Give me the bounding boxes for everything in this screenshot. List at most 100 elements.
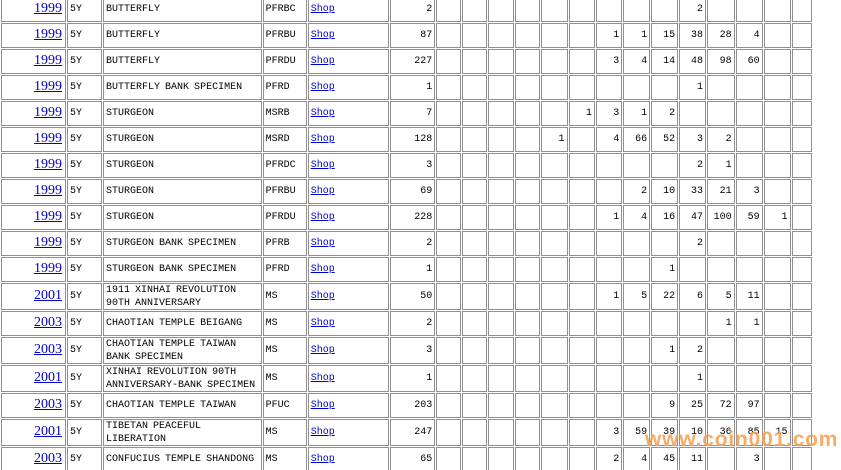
table-row: 1999 5Y STURGEON MSRB Shop 7 1 3 1 2	[0, 101, 812, 126]
shop-cell: Shop	[307, 283, 389, 310]
grade-count-cell	[541, 393, 568, 418]
shop-link[interactable]: Shop	[310, 3, 335, 15]
year-link[interactable]: 2001	[34, 423, 63, 439]
grade-count-cell	[568, 447, 595, 470]
grade-count-cell: 33	[679, 179, 707, 204]
grade-count-cell: 48	[679, 49, 707, 74]
right-edge-cell	[791, 257, 812, 282]
shop-cell: Shop	[307, 127, 389, 152]
year-link[interactable]: 2003	[34, 314, 63, 330]
shop-link[interactable]: Shop	[310, 159, 335, 171]
year-link[interactable]: 2003	[34, 341, 63, 357]
year-link[interactable]: 2003	[34, 396, 63, 412]
shop-link[interactable]: Shop	[310, 55, 335, 67]
shop-link[interactable]: Shop	[310, 372, 335, 384]
shop-link[interactable]: Shop	[310, 453, 335, 465]
shop-link[interactable]: Shop	[310, 344, 335, 356]
year-link[interactable]: 1999	[34, 26, 63, 42]
shop-link[interactable]: Shop	[310, 317, 335, 329]
shop-link[interactable]: Shop	[310, 133, 335, 145]
shop-link[interactable]: Shop	[310, 211, 335, 223]
grade-count-cell	[651, 75, 679, 100]
description-text: 1911 XINHAI REVOLUTION 90TH ANNIVERSARY	[106, 285, 237, 309]
grade-code-cell: MS	[262, 311, 307, 336]
shop-link[interactable]: Shop	[310, 185, 335, 197]
grade-count-cell: 1	[735, 311, 763, 336]
grade-code-cell: PFUC	[262, 393, 307, 418]
year-link[interactable]: 2003	[34, 450, 63, 466]
grade-count-cell	[462, 283, 487, 310]
description-text: BUTTERFLY	[106, 56, 161, 67]
right-edge-cell	[791, 337, 812, 364]
year-link[interactable]: 1999	[34, 52, 63, 68]
year-link[interactable]: 1999	[34, 156, 63, 172]
right-edge-cell	[791, 0, 812, 22]
grade-code-cell: MSRB	[262, 101, 307, 126]
description-text: BUTTERFLY	[106, 4, 161, 15]
grade-count-cell	[462, 75, 487, 100]
grade-code-cell: MS	[262, 365, 307, 392]
grade-count-cell	[568, 283, 595, 310]
shop-link[interactable]: Shop	[310, 263, 335, 275]
year-link[interactable]: 2001	[34, 369, 63, 385]
grade-count-cell	[541, 101, 568, 126]
year-cell: 1999	[1, 75, 67, 100]
year-link[interactable]: 1999	[34, 208, 63, 224]
grade-count-cell: 59	[735, 205, 763, 230]
grade-count-cell: 3	[595, 101, 623, 126]
total-count-cell: 203	[389, 393, 436, 418]
grade-count-cell	[514, 101, 541, 126]
grade-count-cell	[487, 365, 514, 392]
year-link[interactable]: 2001	[34, 287, 63, 303]
description-cell: CONFUCIUS TEMPLE SHANDONG	[103, 447, 262, 470]
grade-count-cell	[487, 419, 514, 446]
total-count-cell: 87	[389, 23, 436, 48]
grade-count-cell	[541, 23, 568, 48]
shop-cell: Shop	[307, 337, 389, 364]
shop-cell: Shop	[307, 153, 389, 178]
shop-link[interactable]: Shop	[310, 290, 335, 302]
grade-count-cell	[735, 257, 763, 282]
grade-count-cell: 15	[763, 419, 791, 446]
grade-count-cell: 66	[623, 127, 651, 152]
grade-count-cell	[763, 127, 791, 152]
shop-link[interactable]: Shop	[310, 107, 335, 119]
grade-count-cell: 97	[735, 393, 763, 418]
shop-link[interactable]: Shop	[310, 237, 335, 249]
grade-count-cell	[487, 447, 514, 470]
shop-link[interactable]: Shop	[310, 426, 335, 438]
year-link[interactable]: 1999	[34, 260, 63, 276]
total-count-cell: 128	[389, 127, 436, 152]
shop-link[interactable]: Shop	[310, 399, 335, 411]
year-link[interactable]: 1999	[34, 78, 63, 94]
year-link[interactable]: 1999	[34, 234, 63, 250]
grade-count-cell: 1	[568, 101, 595, 126]
grade-count-cell: 72	[707, 393, 735, 418]
grade-count-cell	[623, 311, 651, 336]
shop-cell: Shop	[307, 23, 389, 48]
year-link[interactable]: 1999	[34, 0, 63, 16]
table-row: 1999 5Y BUTTERFLY BANK SPECIMEN PFRD Shop 1 1	[0, 75, 812, 100]
denomination-cell: 5Y	[67, 257, 103, 282]
table-row: 2001 5Y XINHAI REVOLUTION 90TH ANNIVERSARY…	[0, 365, 812, 392]
year-link[interactable]: 1999	[34, 130, 63, 146]
grade-count-cell	[568, 23, 595, 48]
shop-link[interactable]: Shop	[310, 81, 335, 93]
denomination-cell: 5Y	[67, 311, 103, 336]
grade-count-cell	[763, 75, 791, 100]
grade-count-cell	[436, 49, 462, 74]
year-link[interactable]: 1999	[34, 104, 63, 120]
grade-count-cell	[623, 0, 651, 22]
right-edge-cell	[791, 419, 812, 446]
grade-count-cell	[487, 153, 514, 178]
year-cell: 1999	[1, 23, 67, 48]
year-cell: 1999	[1, 49, 67, 74]
shop-link[interactable]: Shop	[310, 29, 335, 41]
grade-count-cell	[679, 257, 707, 282]
grade-count-cell	[623, 393, 651, 418]
right-edge-cell	[791, 205, 812, 230]
grade-count-cell	[541, 205, 568, 230]
grade-count-cell: 4	[623, 447, 651, 470]
year-link[interactable]: 1999	[34, 182, 63, 198]
table-row: 1999 5Y STURGEON PFRBU Shop 69 2 10 33 21 3	[0, 179, 812, 204]
